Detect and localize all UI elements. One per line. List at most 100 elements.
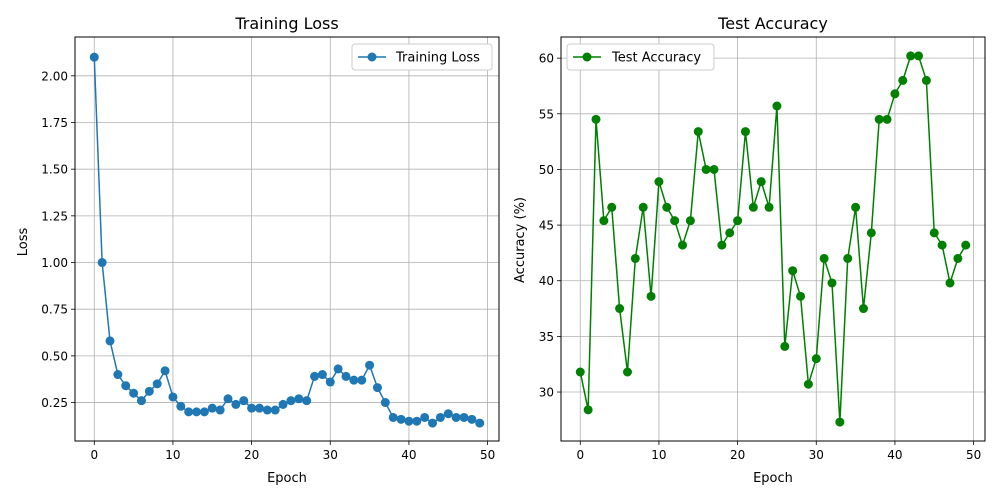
- data-point: [396, 414, 406, 424]
- x-tick-label: 30: [809, 448, 824, 462]
- y-tick-label: 1.25: [41, 209, 68, 223]
- data-point: [144, 386, 154, 396]
- data-point: [404, 416, 414, 426]
- data-point: [451, 412, 461, 422]
- data-point: [591, 114, 601, 124]
- series: [89, 52, 485, 428]
- data-point: [638, 202, 648, 212]
- data-point: [365, 360, 375, 370]
- data-point: [152, 379, 162, 389]
- data-point: [270, 405, 280, 415]
- data-point: [796, 291, 806, 301]
- data-point: [459, 412, 469, 422]
- data-point: [945, 278, 955, 288]
- x-tick-label: 20: [730, 448, 745, 462]
- legend-box: [351, 43, 493, 71]
- x-tick-label: 0: [576, 448, 584, 462]
- data-point: [254, 403, 264, 413]
- data-point: [701, 164, 711, 174]
- data-point: [475, 418, 485, 428]
- data-point: [239, 396, 249, 406]
- data-point: [890, 89, 900, 99]
- data-point: [199, 407, 209, 417]
- chart-title: Test Accuracy: [717, 14, 828, 33]
- data-point: [97, 258, 107, 268]
- data-point: [247, 403, 257, 413]
- y-axis-label: Accuracy (%): [513, 197, 528, 283]
- x-tick-label: 30: [323, 448, 338, 462]
- data-point: [882, 114, 892, 124]
- data-point: [748, 202, 758, 212]
- data-point: [835, 417, 845, 427]
- legend-entry-training-loss: Training Loss: [395, 51, 480, 66]
- data-point: [898, 75, 908, 85]
- y-tick-label: 0.75: [41, 303, 68, 317]
- grid: [75, 37, 499, 441]
- data-point: [231, 399, 241, 409]
- legend: Training Loss: [351, 43, 493, 71]
- data-point: [113, 370, 123, 380]
- data-point: [207, 403, 217, 413]
- data-point: [733, 216, 743, 226]
- data-point: [772, 101, 782, 111]
- y-tick-label: 40: [539, 274, 554, 288]
- data-point: [961, 240, 971, 250]
- x-tick-label: 0: [90, 448, 98, 462]
- data-point: [646, 291, 656, 301]
- data-point: [420, 412, 430, 422]
- plot-frame: [74, 36, 500, 442]
- data-point: [843, 253, 853, 263]
- data-point: [160, 366, 170, 376]
- training-loss-chart: Training Loss Epoch Loss 0 10 20 30 40 50 0.25…: [16, 14, 500, 486]
- data-point: [192, 407, 202, 417]
- data-point: [184, 407, 194, 417]
- test-accuracy-chart: Test Accuracy Epoch Accuracy (%) 0 10 20 30…: [513, 14, 986, 486]
- x-tick-label: 50: [966, 448, 981, 462]
- data-point: [575, 367, 585, 377]
- data-point: [937, 240, 947, 250]
- data-point: [278, 399, 288, 409]
- data-point: [223, 394, 233, 404]
- data-point: [412, 416, 422, 426]
- data-point: [294, 394, 304, 404]
- y-tick-label: 2.00: [41, 69, 68, 83]
- data-point: [357, 375, 367, 385]
- data-point: [811, 354, 821, 364]
- x-tick-label: 10: [651, 448, 666, 462]
- data-point: [286, 396, 296, 406]
- data-point: [654, 177, 664, 187]
- data-point: [756, 177, 766, 187]
- data-point: [129, 388, 139, 398]
- data-point: [866, 228, 876, 238]
- y-tick-label: 0.50: [41, 349, 68, 363]
- data-point: [317, 370, 327, 380]
- data-point: [615, 304, 625, 314]
- x-axis-label: Epoch: [753, 471, 793, 486]
- chart-title: Training Loss: [234, 14, 338, 33]
- data-point: [435, 412, 445, 422]
- legend-marker-swatch: [582, 52, 592, 62]
- y-tick-label: 60: [539, 52, 554, 66]
- data-point: [599, 216, 609, 226]
- data-point: [780, 341, 790, 351]
- data-point: [443, 409, 453, 419]
- data-point: [341, 371, 351, 381]
- data-point: [176, 401, 186, 411]
- y-axis-label: Loss: [16, 228, 31, 257]
- x-tick-label: 10: [165, 448, 180, 462]
- y-tick-label: 30: [539, 386, 554, 400]
- legend: Test Accuracy: [566, 43, 715, 71]
- ticks: 0 10 20 30 40 50 0.25 0.50 0.75 1.00 1.25 1.50 1.75 2…: [41, 69, 495, 462]
- data-point: [851, 202, 861, 212]
- data-point: [310, 371, 320, 381]
- data-point: [906, 51, 916, 61]
- legend-marker-swatch: [367, 52, 377, 62]
- data-point: [740, 127, 750, 137]
- data-point: [333, 364, 343, 374]
- data-point: [858, 304, 868, 314]
- y-tick-label: 55: [539, 107, 554, 121]
- data-point: [764, 202, 774, 212]
- data-point: [725, 228, 735, 238]
